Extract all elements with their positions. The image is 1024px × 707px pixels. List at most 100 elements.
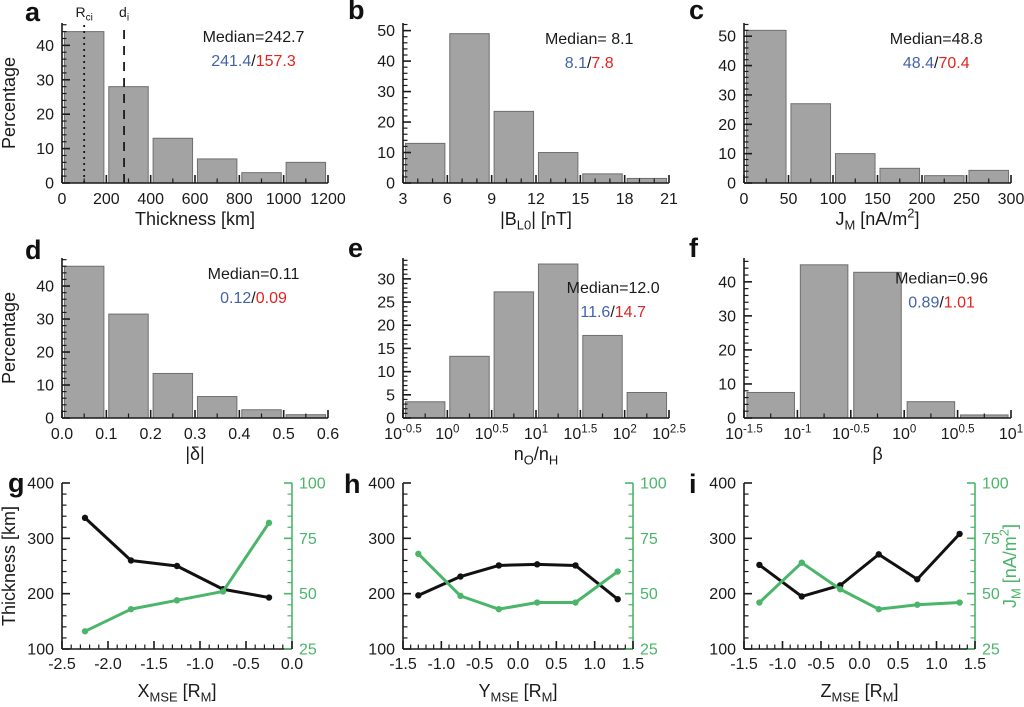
svg-text:241.4/157.3: 241.4/157.3 [211,53,296,70]
svg-text:50: 50 [982,586,1000,603]
panel-label-b: b [348,0,365,25]
svg-text:100: 100 [820,191,847,208]
svg-text:-2.5: -2.5 [48,656,76,673]
svg-text:-1.5: -1.5 [140,656,168,673]
svg-text:10: 10 [36,141,54,158]
svg-text:XMSE [RM]: XMSE [RM] [138,681,217,704]
svg-text:20: 20 [718,342,736,359]
svg-text:Median=0.11: Median=0.11 [208,266,300,283]
svg-text:1.0: 1.0 [584,656,606,673]
svg-text:250: 250 [953,191,980,208]
svg-text:0.89/1.01: 0.89/1.01 [908,295,975,312]
panel-h: h 100 200 300 400 25 50 75 100 -1.5 -1.0 -0.5 0.0 0.… [341,470,682,707]
svg-text:YMSE [RM]: YMSE [RM] [479,681,558,704]
svg-text:Median=12.0: Median=12.0 [567,280,660,297]
panel-b: b 0 10 20 30 40 50 3 6 9 12 15 18 21 Median= 8.1 8.1/7… [341,0,682,235]
svg-text:-1.5: -1.5 [730,656,758,673]
svg-text:50: 50 [377,23,395,40]
svg-text:10: 10 [718,146,736,163]
svg-text:20: 20 [718,117,736,134]
svg-text:50: 50 [299,586,317,603]
svg-text:0: 0 [386,176,395,193]
svg-text:25: 25 [299,642,317,659]
svg-text:11.6/14.7: 11.6/14.7 [580,304,646,321]
svg-text:Rci: Rci [75,4,92,23]
svg-text:0: 0 [740,191,749,208]
svg-text:25: 25 [377,295,395,312]
svg-text:200: 200 [709,586,736,603]
svg-text:15: 15 [571,191,589,208]
svg-text:48.4/70.4: 48.4/70.4 [903,55,970,72]
svg-text:10: 10 [377,364,395,381]
svg-text:-0.5: -0.5 [232,656,260,673]
svg-text:100.5: 100.5 [941,423,975,443]
svg-text:300: 300 [27,531,54,548]
svg-text:300: 300 [709,531,736,548]
svg-text:101: 101 [999,423,1023,443]
svg-text:102.5: 102.5 [652,423,686,443]
svg-text:0: 0 [45,411,54,428]
svg-text:Thickness [km]: Thickness [km] [135,209,255,229]
svg-text:12: 12 [527,191,545,208]
svg-text:-1.5: -1.5 [389,656,417,673]
svg-text:|BL0| [nT]: |BL0| [nT] [500,209,572,232]
svg-text:30: 30 [377,271,395,288]
svg-text:1200: 1200 [310,191,346,208]
svg-text:0: 0 [727,411,736,428]
svg-text:200: 200 [27,586,54,603]
svg-text:nO/nH: nO/nH [514,444,558,467]
svg-text:0.0: 0.0 [507,656,529,673]
svg-text:101.5: 101.5 [563,423,597,443]
panel-g: g 100 200 300 400 25 50 75 100 -2.5 -2.0 -1.5 -1.0-… [0,470,341,707]
svg-text:400: 400 [137,191,164,208]
svg-text:-1.0: -1.0 [769,656,797,673]
svg-text:100: 100 [299,476,326,493]
svg-text:50: 50 [640,586,658,603]
svg-text:100: 100 [709,642,736,659]
svg-text:0.2: 0.2 [140,426,162,443]
chart-no-nh-histogram: 0 5 10 15 20 25 30 10-0.5 100 100.5 101 101.5 102 102… [377,258,686,467]
svg-text:di: di [119,4,129,23]
svg-text:800: 800 [226,191,253,208]
svg-text:JM [nA/m2]: JM [nA/m2] [835,205,919,232]
panel-f: f 0 10 20 30 40 10-1.5 10-1 10-0.5 100 100.5 101 Me… [682,235,1024,470]
svg-text:Median=0.96: Median=0.96 [895,271,988,288]
svg-text:30: 30 [718,308,736,325]
panel-a: a Rci di 0 10 20 30 40 0 200 400 600 800 1000 1200 Med… [0,0,346,235]
svg-text:25: 25 [982,642,1000,659]
svg-text:Percentage: Percentage [0,57,19,149]
svg-text:ZMSE [RM]: ZMSE [RM] [821,681,899,704]
svg-text:5: 5 [386,387,395,404]
svg-text:102: 102 [613,423,637,443]
svg-text:10: 10 [718,376,736,393]
svg-text:400: 400 [368,476,395,493]
svg-text:3: 3 [399,191,408,208]
svg-text:1.5: 1.5 [622,656,644,673]
svg-text:6: 6 [443,191,452,208]
svg-text:-1.0: -1.0 [428,656,456,673]
svg-text:100: 100 [892,423,916,443]
svg-text:100: 100 [368,642,395,659]
svg-text:18: 18 [616,191,634,208]
svg-text:9: 9 [487,191,496,208]
svg-text:30: 30 [36,312,54,329]
svg-text:0: 0 [58,191,67,208]
panel-label-i: i [689,469,697,499]
chart-jm-histogram: 0 10 20 30 40 50 0 50 100 150 200 250 300 Median=48.8… [718,23,1024,232]
panel-i: i 100 200 300 400 25 50 75 100 -1.5 -1.0 -0.5 0.0 0.… [682,470,1024,707]
svg-text:30: 30 [377,84,395,101]
svg-text:150: 150 [864,191,891,208]
panel-label-f: f [689,233,698,263]
svg-text:40: 40 [718,274,736,291]
svg-text:30: 30 [36,72,54,89]
svg-text:75: 75 [299,531,317,548]
svg-text:0.0: 0.0 [281,656,303,673]
panel-c: c 0 10 20 30 40 50 0 50 100 150 200 250 300 Median=48… [682,0,1024,235]
svg-text:100: 100 [640,476,667,493]
svg-text:400: 400 [27,476,54,493]
svg-text:75: 75 [640,531,658,548]
svg-text:0.1: 0.1 [95,426,117,443]
